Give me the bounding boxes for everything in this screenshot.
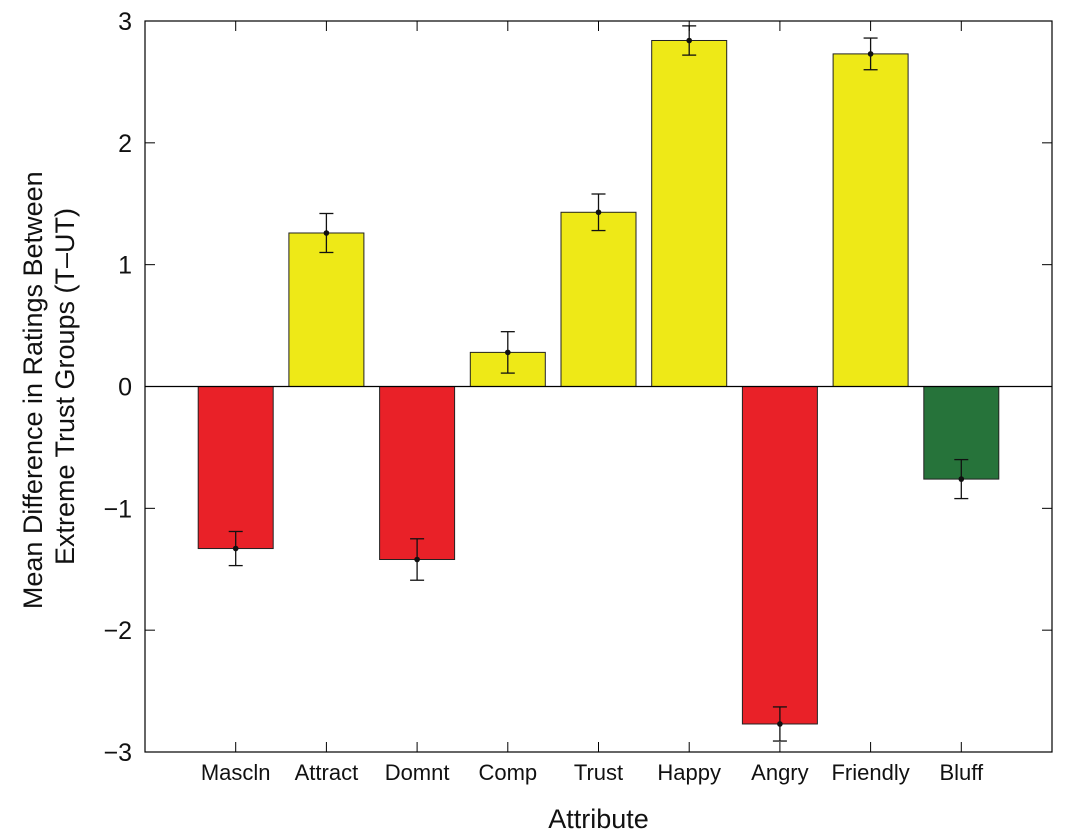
- x-tick-label-friendly: Friendly: [831, 760, 909, 785]
- x-tick-label-angry: Angry: [751, 760, 808, 785]
- y-axis-title: Mean Difference in Ratings Between Extre…: [18, 164, 80, 609]
- y-tick-label: −2: [103, 617, 132, 645]
- y-axis-title-line-1: Mean Difference in Ratings Between: [18, 171, 48, 609]
- bar-attract: [288, 232, 365, 387]
- y-tick-label: 2: [118, 130, 132, 158]
- x-tick-label-domnt: Domnt: [385, 760, 450, 785]
- bar-angry: [741, 386, 818, 725]
- bar-domnt: [379, 386, 456, 561]
- y-tick-label: 3: [118, 8, 132, 36]
- error-bar-domnt: [410, 538, 425, 581]
- x-tick-label-mascln: Mascln: [201, 760, 271, 785]
- error-bars: [228, 25, 969, 742]
- bar-happy: [651, 39, 728, 387]
- error-bar-mascln: [228, 530, 243, 567]
- bar-trust: [560, 211, 637, 387]
- x-tick-label-comp: Comp: [478, 760, 537, 785]
- y-axis-title-line-2: Extreme Trust Groups (T–UT): [50, 208, 80, 565]
- error-bar-attract: [319, 212, 334, 254]
- error-bar-angry: [772, 706, 787, 742]
- error-bar-friendly: [863, 37, 878, 71]
- y-tick-label: 0: [118, 374, 132, 402]
- bar-friendly: [832, 53, 909, 388]
- axis-ticks: [145, 20, 1052, 753]
- axes-frame: [144, 20, 1053, 753]
- x-tick-label-attract: Attract: [295, 760, 359, 785]
- x-tick-label-trust: Trust: [574, 760, 623, 785]
- error-bar-bluff: [954, 458, 969, 500]
- bars: [197, 39, 1000, 725]
- bar-mascln: [197, 386, 274, 550]
- x-tick-label-happy: Happy: [657, 760, 721, 785]
- x-axis-title: Attribute: [548, 804, 649, 834]
- error-bar-comp: [500, 331, 515, 374]
- error-bar-trust: [591, 193, 606, 232]
- y-tick-label: −1: [103, 495, 132, 523]
- tick-labels: Mascln Attract Domnt Comp Trust Happy Angry Fri…: [103, 8, 984, 785]
- y-tick-label: −3: [103, 739, 132, 767]
- y-tick-label: 1: [118, 252, 132, 280]
- x-tick-label-bluff: Bluff: [939, 760, 984, 785]
